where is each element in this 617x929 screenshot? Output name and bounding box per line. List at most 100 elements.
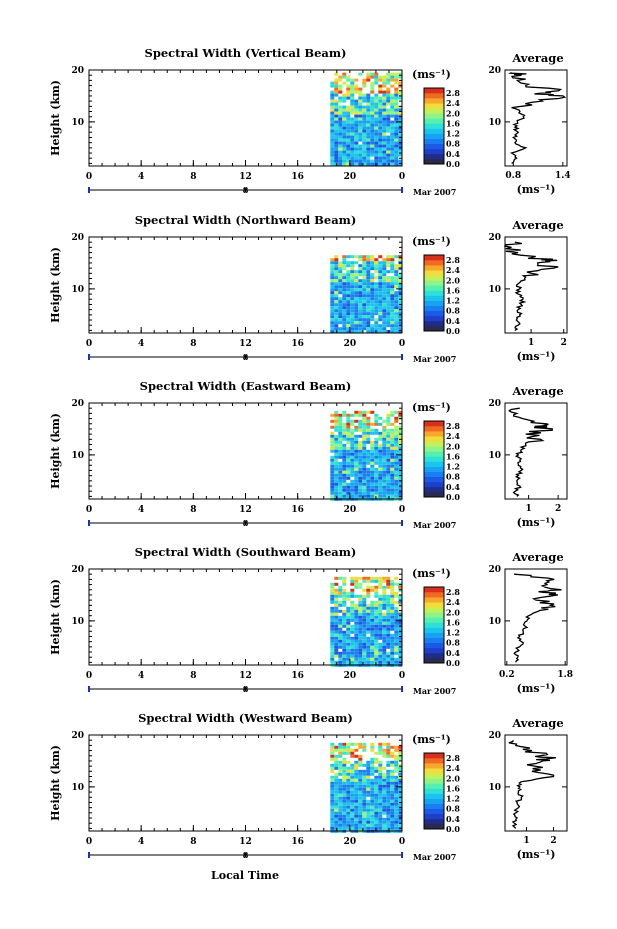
panel-1: Spectral Width (Vertical Beam) Height (km… <box>49 46 571 197</box>
colorbar-tick-label: 1.2 <box>446 794 460 804</box>
colorbar-swatch <box>424 763 444 769</box>
x-tick-label: 16 <box>291 339 304 349</box>
average-frame <box>504 568 568 666</box>
x-tick-label: 0 <box>86 172 92 182</box>
x-tick-label: 4 <box>138 837 144 847</box>
x-tick-label: 8 <box>190 837 196 847</box>
x-tick-label: 4 <box>138 339 144 349</box>
x-tick-label: 12 <box>239 172 252 182</box>
colorbar-swatch <box>424 622 444 628</box>
colorbar-swatch <box>424 486 444 493</box>
y-axis-label: Height (km) <box>49 579 62 655</box>
colorbar-swatch <box>424 320 444 327</box>
average-panel: Average 20 10 0.8 1.4 (ms⁻¹) <box>488 51 570 196</box>
colorbar-tick-label: 2.8 <box>446 421 460 431</box>
average-x-tick-label: 2 <box>561 338 567 348</box>
x-tick-label: 16 <box>291 837 304 847</box>
day-axis: 8 Mar 2007 <box>88 518 456 530</box>
date-label: Mar 2007 <box>413 187 456 197</box>
day-axis: 8 Mar 2007 <box>88 850 456 862</box>
x-tick-label: 20 <box>344 671 357 681</box>
x-tick-label: 0 <box>399 339 405 349</box>
x-tick-label: 0 <box>86 505 92 515</box>
average-x-tick-label: 1.8 <box>557 670 573 680</box>
colorbar-swatch <box>424 602 444 608</box>
panel-title: Spectral Width (Northward Beam) <box>135 213 357 227</box>
x-tick-label: 20 <box>344 837 357 847</box>
panel-3: Spectral Width (Eastward Beam) Height (km… <box>49 379 568 530</box>
colorbar-unit: (ms⁻¹) <box>412 733 451 746</box>
colorbar-tick-label: 2.0 <box>446 108 460 118</box>
colorbar-swatch <box>424 103 444 109</box>
colorbar: (ms⁻¹) 2.82.42.01.61.20.80.40.0 <box>412 567 460 668</box>
colorbar-swatch <box>424 798 444 804</box>
x-tick-label: 16 <box>291 505 304 515</box>
average-frame <box>504 69 568 167</box>
x-tick-label: 12 <box>239 505 252 515</box>
x-tick-label: 8 <box>190 671 196 681</box>
x-axis-label: Local Time <box>211 869 279 882</box>
colorbar-swatch <box>424 642 444 649</box>
y-axis-label: Height (km) <box>49 247 62 323</box>
colorbar-swatch <box>424 315 444 322</box>
colorbar-swatch <box>424 592 444 598</box>
average-x-tick-label: 1.4 <box>555 171 571 181</box>
colorbar-swatch <box>424 300 444 306</box>
colorbar: (ms⁻¹) 2.82.42.01.61.20.80.40.0 <box>412 401 460 502</box>
average-panel: Average 20 10 1 2 (ms⁻¹) <box>488 716 568 861</box>
average-title: Average <box>511 550 563 564</box>
colorbar-swatch <box>424 768 444 774</box>
x-tick-label: 0 <box>86 339 92 349</box>
date-label: Mar 2007 <box>413 520 456 530</box>
colorbar-unit: (ms⁻¹) <box>412 401 451 414</box>
day-marker: 8 <box>243 518 249 528</box>
colorbar-swatch <box>424 148 444 155</box>
x-axis-ticks: 0 4 8 12 16 20 0 <box>86 237 405 349</box>
day-marker: 8 <box>243 850 249 860</box>
average-x-tick-label: 1 <box>523 836 529 846</box>
colorbar-swatch <box>424 803 444 810</box>
colorbar-swatch <box>424 808 444 815</box>
x-tick-label: 8 <box>190 505 196 515</box>
average-y-tick-label: 10 <box>488 118 501 128</box>
colorbar-tick-label: 0.4 <box>446 814 460 824</box>
colorbar-tick-label: 0.8 <box>446 472 460 482</box>
colorbar-swatch <box>424 426 444 432</box>
colorbar-swatch <box>424 758 444 764</box>
colorbar-swatch <box>424 260 444 266</box>
x-tick-label: 0 <box>399 505 405 515</box>
x-tick-label: 4 <box>138 172 144 182</box>
colorbar: (ms⁻¹) 2.82.42.01.61.20.80.40.0 <box>412 235 460 336</box>
y-tick-label: 10 <box>71 783 84 793</box>
heatmap-cells <box>330 576 403 667</box>
x-tick-label: 4 <box>138 505 144 515</box>
average-unit: (ms⁻¹) <box>517 350 556 363</box>
average-x-tick-label: 1 <box>525 504 531 514</box>
colorbar-tick-label: 2.4 <box>446 431 460 441</box>
colorbar-swatch <box>424 98 444 104</box>
colorbar-swatch <box>424 290 444 296</box>
x-tick-label: 20 <box>344 339 357 349</box>
x-tick-label: 0 <box>86 671 92 681</box>
colorbar-tick-label: 0.8 <box>446 638 460 648</box>
colorbar-tick-label: 1.6 <box>446 118 460 128</box>
colorbar-swatch <box>424 753 444 759</box>
average-x-tick-label: 2 <box>555 504 561 514</box>
colorbar-tick-label: 0.8 <box>446 139 460 149</box>
average-profile-line <box>503 241 559 331</box>
date-label: Mar 2007 <box>413 354 456 364</box>
colorbar-swatch <box>424 793 444 799</box>
colorbar-tick-label: 0.8 <box>446 306 460 316</box>
x-tick-label: 16 <box>291 172 304 182</box>
colorbar-swatch <box>424 113 444 119</box>
y-tick-label: 10 <box>71 617 84 627</box>
x-tick-label: 12 <box>239 339 252 349</box>
x-tick-label: 8 <box>190 339 196 349</box>
panel-title: Spectral Width (Eastward Beam) <box>140 379 352 393</box>
colorbar-tick-label: 1.6 <box>446 285 460 295</box>
panel-2: Spectral Width (Northward Beam) Height (k… <box>49 213 568 364</box>
average-unit: (ms⁻¹) <box>517 848 556 861</box>
